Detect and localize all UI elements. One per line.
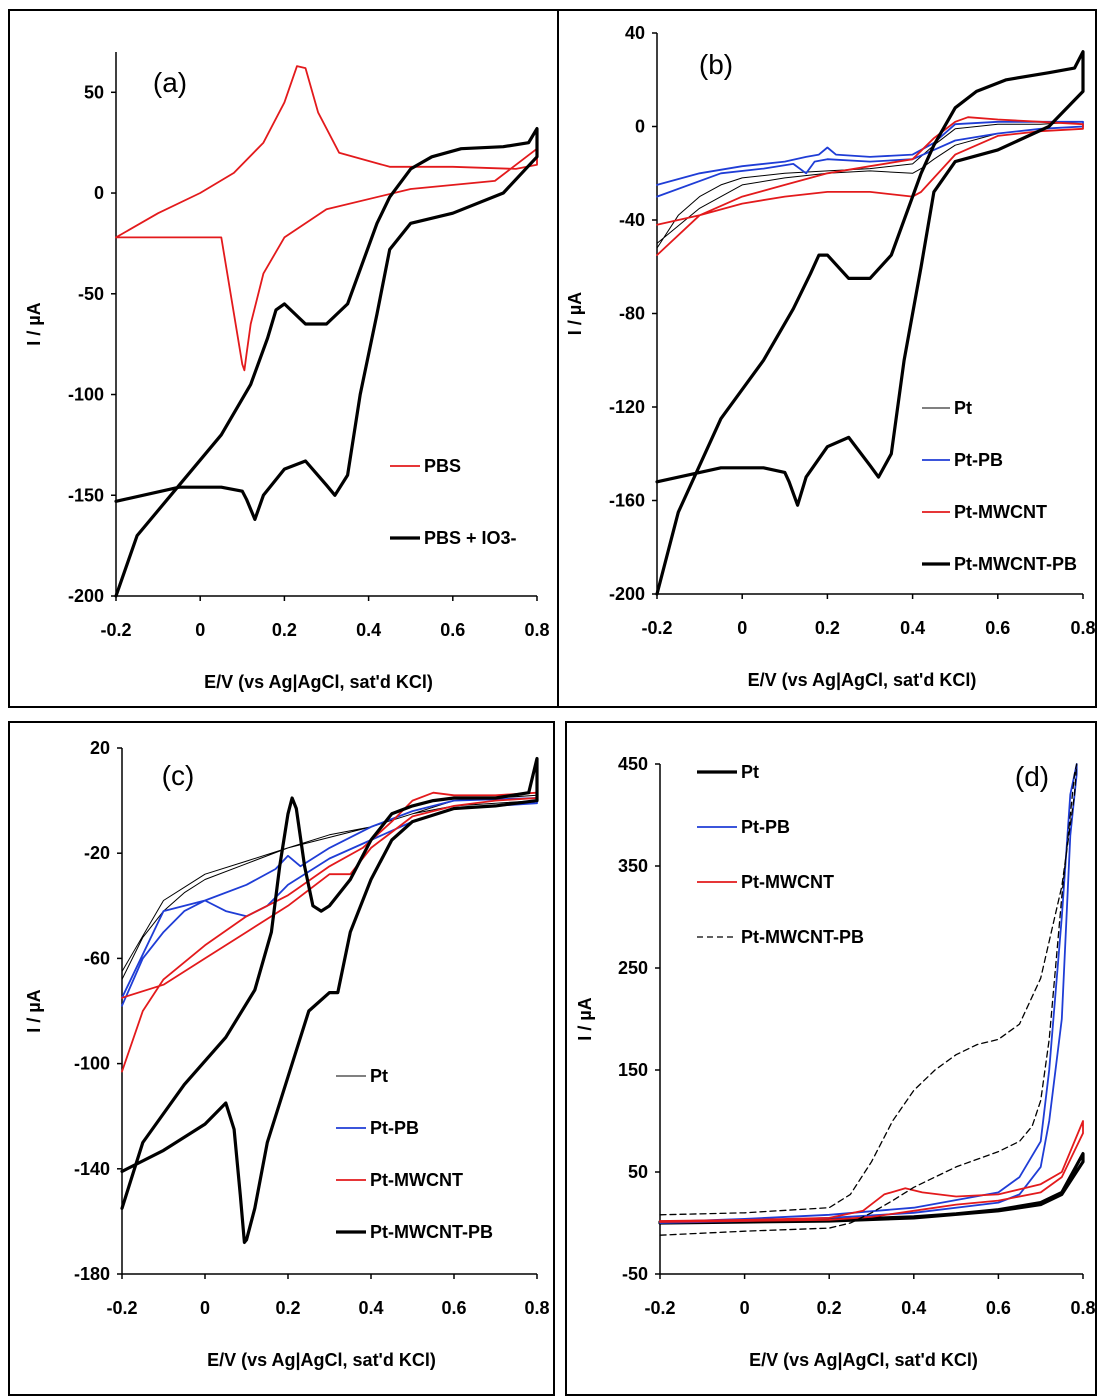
x-axis-label: E/V (vs Ag|AgCl, sat'd KCl) [204,672,433,692]
y-tick-label: -60 [84,948,110,968]
x-tick-label: 0.6 [985,618,1010,638]
x-tick-label: 0 [740,1298,750,1318]
y-tick-label: -120 [609,397,645,417]
y-axis-label: I / µA [24,989,44,1032]
legend-label: Pt-MWCNT-PB [370,1222,493,1242]
y-tick-label: 0 [635,117,645,137]
y-tick-label: -20 [84,843,110,863]
panel-label: (c) [162,760,195,791]
legend-label: Pt-MWCNT [954,502,1047,522]
legend-label: Pt [954,398,972,418]
y-tick-label: 20 [90,738,110,758]
y-tick-label: 50 [84,82,104,102]
x-tick-label: -0.2 [106,1298,137,1318]
x-tick-label: 0.2 [817,1298,842,1318]
x-tick-label: 0.2 [272,620,297,640]
legend-label: PBS + IO3- [424,528,517,548]
x-tick-label: -0.2 [644,1298,675,1318]
y-tick-label: -180 [74,1264,110,1284]
x-axis-label: E/V (vs Ag|AgCl, sat'd KCl) [749,1350,978,1370]
series-line-pt-mwcnt [659,1120,1084,1223]
x-tick-label: 0.2 [815,618,840,638]
panel-b: 40 0 -40 -80 -120 -160 -200 -0.2 0 0.2 0.4 0.6 0.8 E/… [565,23,1096,690]
x-tick-label: 0.4 [901,1298,926,1318]
panel-b-frame [557,9,1097,708]
panel-label: (d) [1015,761,1049,792]
series-line-pt-mwcnt-pb [655,50,1085,596]
series-line-pt-mwcnt-pb [659,763,1078,1236]
y-tick-label: -50 [622,1264,648,1284]
y-tick-label: 250 [618,958,648,978]
legend-label: Pt [741,762,759,782]
series-line-pt-mwcnt [656,116,1084,256]
y-tick-label: 450 [618,754,648,774]
panel-c-frame [8,721,555,1396]
x-tick-label: 0.2 [275,1298,300,1318]
y-tick-label: -100 [74,1054,110,1074]
x-axis-label: E/V (vs Ag|AgCl, sat'd KCl) [207,1350,436,1370]
y-axis-label: I / µA [565,292,585,335]
y-tick-label: 0 [94,183,104,203]
legend-label: Pt-MWCNT-PB [741,927,864,947]
legend-label: PBS [424,456,461,476]
series-line-pt [658,1152,1085,1225]
panel-a: 50 0 -50 -100 -150 -200 -0.2 0 0.2 0.4 0.6 0.8 E/V (… [24,52,550,692]
x-tick-label: -0.2 [641,618,672,638]
legend-label: Pt [370,1066,388,1086]
y-tick-label: -140 [74,1159,110,1179]
x-tick-label: 0.6 [441,1298,466,1318]
x-tick-label: 0.4 [356,620,381,640]
legend-label: Pt-PB [741,817,790,837]
y-axis-label: I / µA [575,997,595,1040]
y-tick-label: -40 [619,210,645,230]
x-tick-label: 0.4 [900,618,925,638]
x-tick-label: 0 [737,618,747,638]
x-tick-label: 0.8 [524,620,549,640]
y-tick-label: 40 [625,23,645,43]
y-tick-label: -80 [619,304,645,324]
x-tick-label: 0 [200,1298,210,1318]
x-tick-label: 0.8 [1070,1298,1095,1318]
y-tick-label: 50 [628,1162,648,1182]
y-tick-label: -100 [68,385,104,405]
series-line-pt-mwcnt-pb [120,756,539,1244]
x-tick-label: -0.2 [100,620,131,640]
panel-label: (a) [153,67,187,98]
y-tick-label: -200 [609,584,645,604]
y-tick-label: -150 [68,485,104,505]
x-axis-label: E/V (vs Ag|AgCl, sat'd KCl) [748,670,977,690]
legend-label: Pt-PB [370,1118,419,1138]
series-line-pbs [115,65,538,372]
panel-d: 450 350 250 150 50 -50 -0.2 0 0.2 0.4 0.6 0.8 E/V (v… [575,754,1096,1370]
panel-d-frame [565,721,1097,1396]
x-tick-label: 0 [195,620,205,640]
legend-label: Pt-MWCNT-PB [954,554,1077,574]
y-tick-label: -160 [609,491,645,511]
x-tick-label: 0.6 [986,1298,1011,1318]
y-tick-label: 350 [618,856,648,876]
y-tick-label: -200 [68,586,104,606]
series-line-pbs-io3- [114,127,539,598]
x-tick-label: 0.8 [524,1298,549,1318]
panel-c: 20 -20 -60 -100 -140 -180 -0.2 0 0.2 0.4 0.6 0.8 E/V… [24,738,550,1370]
legend-label: Pt-PB [954,450,1003,470]
legend-label: Pt-MWCNT [370,1170,463,1190]
y-tick-label: 150 [618,1060,648,1080]
y-axis-label: I / µA [24,302,44,345]
panel-label: (b) [699,49,733,80]
y-tick-label: -50 [78,284,104,304]
x-tick-label: 0.4 [358,1298,383,1318]
series-line-pt-pb [656,120,1084,198]
x-tick-label: 0.6 [440,620,465,640]
legend-label: Pt-MWCNT [741,872,834,892]
x-tick-label: 0.8 [1070,618,1095,638]
